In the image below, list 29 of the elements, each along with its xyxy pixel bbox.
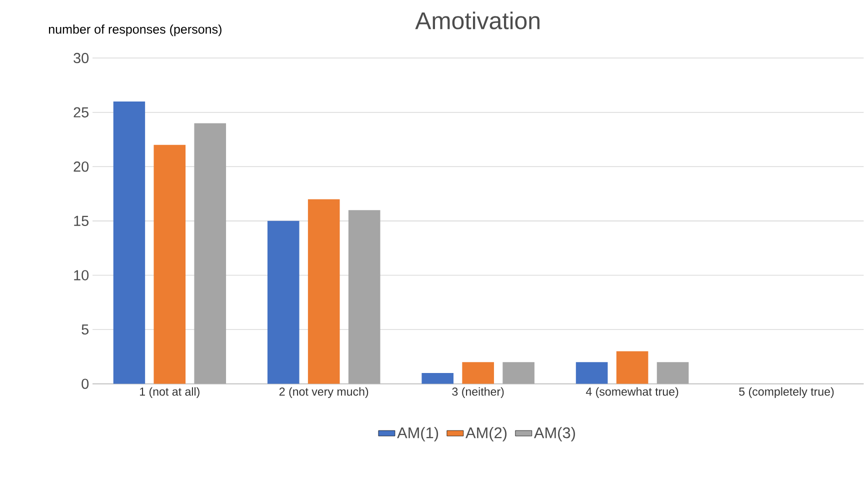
bar [113, 102, 146, 384]
bar [616, 351, 648, 384]
x-tick-label: 3 (neither) [452, 387, 504, 398]
chart-title: Amotivation [415, 12, 540, 30]
y-tick-label: 20 [74, 162, 89, 172]
x-tick-label: 2 (not very much) [279, 387, 368, 398]
y-tick-label: 5 [82, 324, 89, 335]
x-tick-label: 5 (completely true) [739, 387, 834, 398]
y-tick-label: 15 [74, 216, 89, 226]
x-tick-label: 4 (somewhat true) [586, 387, 678, 398]
y-axis-title: number of responses (persons) [48, 24, 222, 36]
legend-label: AM(1) [397, 427, 438, 442]
bar [576, 362, 608, 384]
bar [348, 210, 380, 384]
bar [308, 199, 340, 384]
y-tick-label: 0 [82, 378, 89, 390]
bar [194, 123, 226, 384]
legend-label: AM(2) [466, 427, 507, 442]
bar [656, 362, 689, 384]
bar [462, 362, 494, 384]
y-tick-label: 30 [74, 53, 89, 64]
bar [422, 373, 454, 384]
bar [267, 221, 300, 384]
bar [502, 362, 534, 384]
bar [154, 145, 186, 384]
legend-label: AM(3) [534, 427, 575, 442]
y-tick-label: 25 [74, 107, 89, 118]
y-tick-label: 10 [74, 270, 89, 280]
x-tick-label: 1 (not at all) [140, 387, 200, 398]
